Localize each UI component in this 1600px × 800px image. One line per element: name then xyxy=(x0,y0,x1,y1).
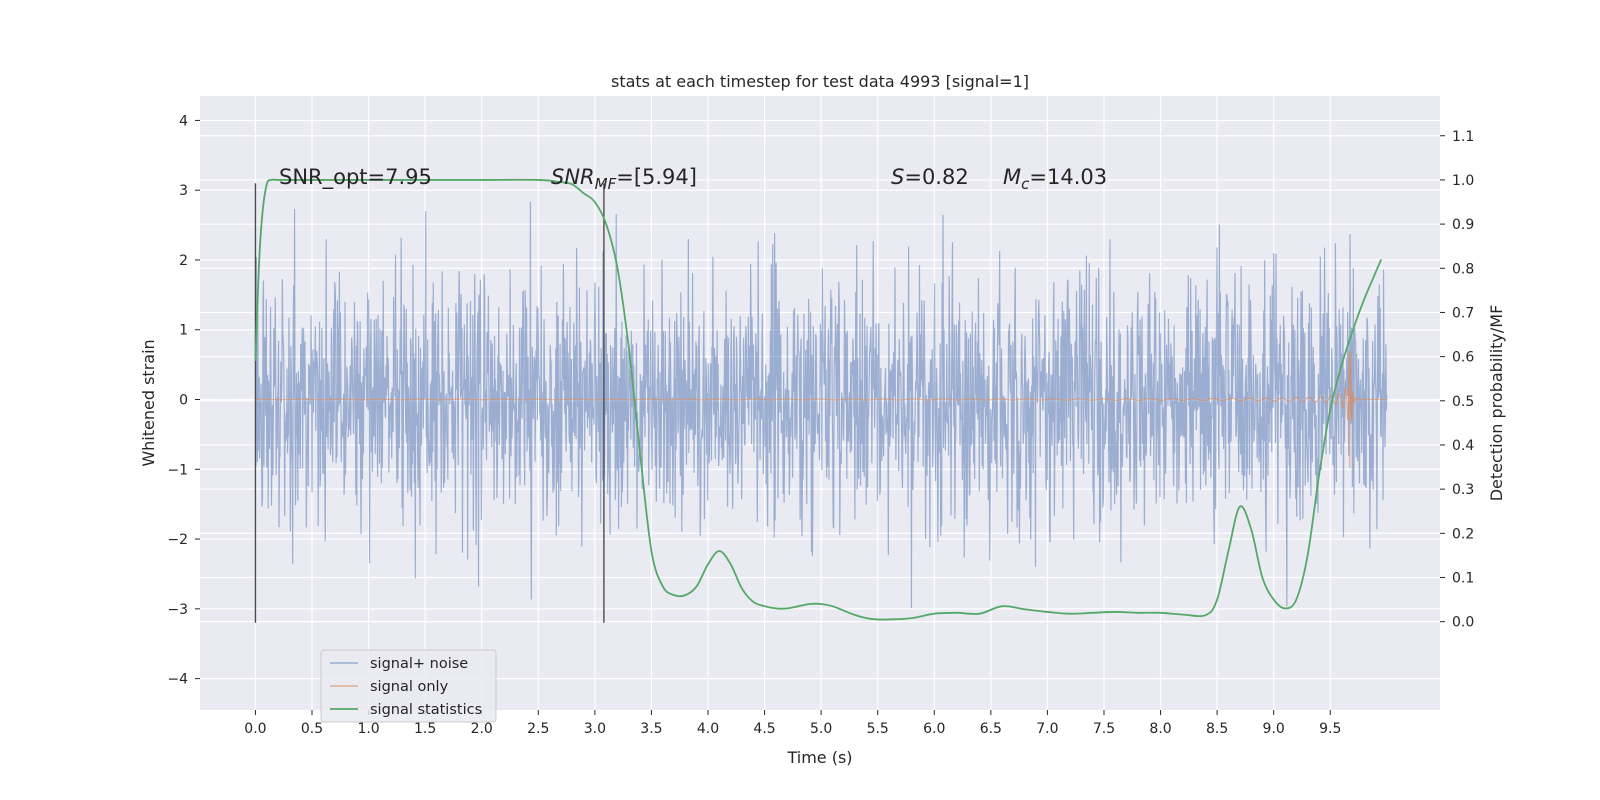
y2-axis-label: Detection probability/MF xyxy=(1487,305,1506,502)
annotation-s-value: =0.82 xyxy=(904,165,968,189)
y2-tick-label-3: 0.3 xyxy=(1452,482,1474,498)
x-tick-label-8: 4.0 xyxy=(697,721,719,737)
x-tick-label-0: 0.0 xyxy=(244,721,266,737)
y2-tick-label-8: 0.8 xyxy=(1452,261,1474,277)
x-axis: 0.0 0.5 1.0 1.5 2.0 2.5 3.0 3.5 4.0 4.5 5.0 5.5 6.0 6… xyxy=(244,710,1341,737)
x-tick-label-5: 2.5 xyxy=(527,721,549,737)
annotation-mc: Mc=14.03 xyxy=(1003,165,1107,193)
chart-title: stats at each timestep for test data 499… xyxy=(611,72,1029,91)
y2-tick-label-1: 0.1 xyxy=(1452,570,1474,586)
x-tick-label-12: 6.0 xyxy=(923,721,945,737)
series-signal-only xyxy=(255,350,1387,468)
y2-tick-label-4: 0.4 xyxy=(1452,438,1474,454)
series-signal-statistics xyxy=(254,178,1382,621)
x-tick-label-3: 1.5 xyxy=(414,721,436,737)
annotation-snr-mf: SNRMF=[5.94] xyxy=(551,165,697,193)
annotation-snr-opt: SNR_opt=7.95 xyxy=(279,165,432,190)
annotation-mc-symbol: M xyxy=(1003,165,1021,189)
x-tick-label-11: 5.5 xyxy=(867,721,889,737)
x-tick-label-2: 1.0 xyxy=(357,721,379,737)
x-tick-label-13: 6.5 xyxy=(980,721,1002,737)
x-tick-label-10: 5.0 xyxy=(810,721,832,737)
y-tick-label-8: 4 xyxy=(179,113,188,129)
x-tick-label-18: 9.0 xyxy=(1263,721,1285,737)
x-tick-label-9: 4.5 xyxy=(753,721,775,737)
y-tick-label-1: −3 xyxy=(167,602,188,618)
y-tick-label-2: −2 xyxy=(167,532,188,548)
x-tick-label-1: 0.5 xyxy=(301,721,323,737)
plot-series-group xyxy=(254,178,1388,623)
x-tick-label-15: 7.5 xyxy=(1093,721,1115,737)
y-tick-label-5: 1 xyxy=(179,323,188,339)
legend-box xyxy=(320,649,497,723)
y-axis-left: −4 −3 −2 −1 0 1 2 3 4 xyxy=(167,113,200,688)
y2-tick-label-6: 0.6 xyxy=(1452,350,1474,366)
legend-label-signal-only: signal only xyxy=(370,679,449,695)
y2-tick-label-5: 0.5 xyxy=(1452,394,1474,410)
y2-tick-label-11: 1.1 xyxy=(1452,129,1474,145)
y-tick-label-6: 2 xyxy=(179,253,188,269)
y-tick-label-3: −1 xyxy=(167,462,188,478)
annotation-mc-value: =14.03 xyxy=(1029,165,1107,189)
annotation-mc-subscript: c xyxy=(1021,175,1030,193)
x-tick-label-16: 8.0 xyxy=(1149,721,1171,737)
y2-tick-label-10: 1.0 xyxy=(1452,173,1474,189)
y2-tick-label-9: 0.9 xyxy=(1452,217,1474,233)
x-tick-label-4: 2.0 xyxy=(471,721,493,737)
legend-label-signal-noise: signal+ noise xyxy=(370,656,468,672)
x-tick-label-17: 8.5 xyxy=(1206,721,1228,737)
y-tick-label-4: 0 xyxy=(179,393,188,409)
legend: signal+ noise signal only signal statist… xyxy=(320,649,497,723)
x-tick-label-6: 3.0 xyxy=(584,721,606,737)
x-tick-label-19: 9.5 xyxy=(1319,721,1341,737)
legend-label-signal-statistics: signal statistics xyxy=(370,702,482,718)
y-axis-right: 0.0 0.1 0.2 0.3 0.4 0.5 0.6 0.7 0.8 0.9 1.0 1.1 xyxy=(1440,129,1474,631)
y-tick-label-0: −4 xyxy=(167,672,188,688)
x-tick-label-7: 3.5 xyxy=(640,721,662,737)
annotation-snr-mf-value: =[5.94] xyxy=(616,165,697,189)
series-signal-noise xyxy=(254,201,1388,608)
x-axis-label: Time (s) xyxy=(786,748,852,767)
y-axis-label: Whitened strain xyxy=(139,339,158,466)
y-tick-label-7: 3 xyxy=(179,183,188,199)
annotation-s-symbol: S xyxy=(891,165,904,189)
annotation-s: S=0.82 xyxy=(891,165,969,189)
marker-lines xyxy=(254,183,605,623)
y2-tick-label-2: 0.2 xyxy=(1452,526,1474,542)
annotation-snr-mf-symbol: SNR xyxy=(551,165,595,189)
y2-tick-label-7: 0.7 xyxy=(1452,305,1474,321)
x-tick-label-14: 7.0 xyxy=(1036,721,1058,737)
y2-tick-label-0: 0.0 xyxy=(1452,615,1474,631)
annotation-snr-mf-subscript: MF xyxy=(595,175,617,193)
